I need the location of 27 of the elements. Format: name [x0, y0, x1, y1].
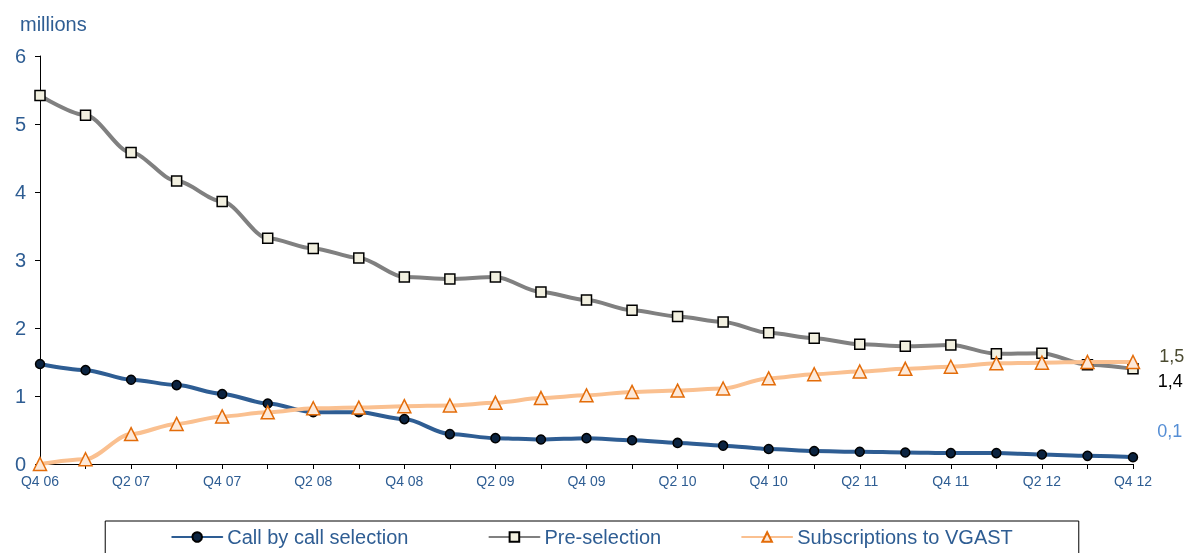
x-tick-label: Q2 08	[294, 473, 333, 489]
y-tick-label: 5	[14, 113, 26, 135]
legend-label: Subscriptions to VGAST	[797, 526, 1013, 548]
data-label: 1,4	[1157, 370, 1183, 391]
x-tick-label: Q4 12	[1113, 473, 1153, 489]
x-tick-label: Q2 11	[841, 473, 879, 489]
x-tick-label: Q4 10	[749, 473, 788, 489]
x-tick-label: Q2 12	[1022, 473, 1062, 489]
y-tick-label: 2	[14, 317, 26, 339]
data-label: 1,5	[1159, 346, 1184, 366]
y-tick-label: 0	[14, 453, 26, 475]
x-tick-label: Q2 07	[112, 473, 151, 489]
x-tick-label: Q4 06	[20, 473, 60, 489]
x-tick-label: Q2 09	[476, 473, 515, 489]
y-tick-label: 1	[14, 385, 26, 407]
x-tick-label: Q2 10	[658, 473, 697, 489]
y-axis-title: millions	[20, 13, 87, 35]
y-tick-label: 6	[14, 45, 26, 67]
legend-label: Pre-selection	[544, 526, 662, 548]
legend-label: Call by call selection	[227, 526, 409, 548]
data-label: 0,1	[1157, 421, 1183, 442]
x-tick-label: Q4 11	[932, 473, 970, 489]
x-tick-label: Q4 09	[567, 473, 606, 489]
y-tick-label: 4	[14, 181, 26, 203]
x-tick-label: Q4 08	[385, 473, 424, 489]
y-tick-label: 3	[14, 249, 26, 271]
x-tick-label: Q4 07	[203, 473, 242, 489]
